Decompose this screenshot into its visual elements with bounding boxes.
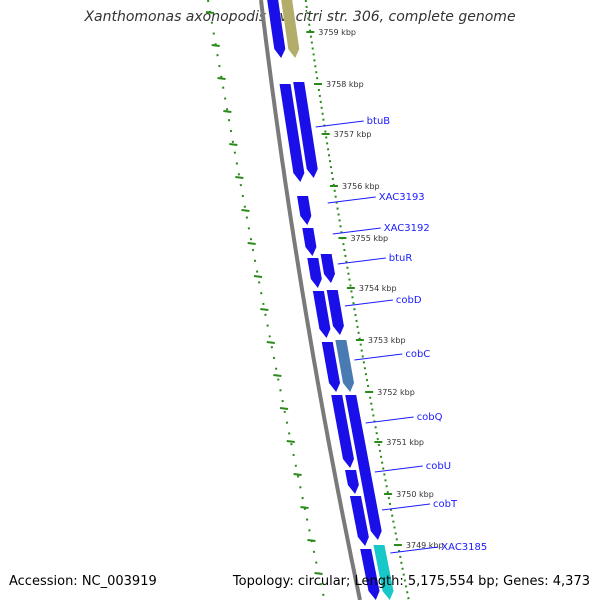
gene-label[interactable]: XAC3193 (379, 192, 425, 203)
gene-arrow (345, 470, 359, 494)
gene-arrow (297, 196, 312, 225)
gene-label-leader (332, 227, 381, 235)
gene-label[interactable]: cobD (396, 295, 422, 306)
gc-skew-tick (253, 275, 263, 278)
gc-skew-tick (300, 506, 309, 509)
gene-arrow (331, 395, 354, 468)
gene-label[interactable]: cobC (405, 349, 430, 360)
gc-skew-tick (241, 209, 250, 212)
gc-skew-tick (273, 374, 282, 377)
gc-skew-tick (266, 341, 275, 344)
kbp-tick-label: 3759 kbp (318, 28, 356, 37)
gene-arrow (281, 0, 300, 58)
gene-label-leader (315, 120, 364, 128)
gene-arrow (293, 82, 318, 178)
backbone-track (259, 0, 362, 600)
gene-arrow (320, 254, 335, 283)
kbp-tick-label: 3750 kbp (396, 490, 434, 499)
gene-label-track: btuB XAC3193 XAC3192 btuR cobD cobC cobQ cobU co… (315, 116, 487, 554)
kbp-tick-label: 3753 kbp (368, 336, 406, 345)
gene-label[interactable]: cobQ (417, 412, 443, 423)
kbp-tick-label: 3758 kbp (326, 80, 364, 89)
map-title: Xanthomonas axonopodis pv. citri str. 30… (84, 9, 516, 25)
gc-skew-tick (205, 11, 215, 14)
gc-skew-dotted-track (205, 0, 326, 600)
genome-summary-text: Topology: circular; Length: 5,175,554 bp… (232, 574, 590, 589)
gene-arrow (349, 496, 369, 546)
gene-label-leader (381, 503, 431, 511)
gene-arrow (321, 342, 341, 392)
kbp-tick-label: 3757 kbp (334, 130, 372, 139)
kbp-tick-label: 3756 kbp (342, 182, 380, 191)
gene-arrow (360, 549, 380, 600)
gene-label-leader (337, 257, 386, 265)
gene-arrow (267, 0, 286, 58)
gene-label[interactable]: XAC3185 (441, 542, 487, 553)
kbp-tick-label: 3754 kbp (359, 284, 397, 293)
gc-skew-tick (235, 176, 244, 179)
gc-skew-tick (217, 77, 226, 80)
gene-arrow (312, 291, 331, 338)
backbone-line (259, 0, 362, 600)
gene-arrow (345, 395, 382, 540)
gene-label[interactable]: cobT (433, 499, 458, 510)
gene-label[interactable]: XAC3192 (384, 223, 430, 234)
gene-arrow (373, 545, 394, 600)
gc-skew-tick (247, 242, 256, 245)
gene-arrow (335, 340, 355, 392)
gc-skew-tick (314, 572, 323, 575)
gene-label-leader (365, 416, 414, 424)
gene-label[interactable]: btuB (367, 116, 391, 127)
gc-skew-tick (211, 44, 220, 47)
gc-skew-tick (229, 143, 238, 146)
gc-skew-tick (279, 407, 289, 410)
gc-skew-tick (307, 539, 316, 542)
kbp-tick-label: 3755 kbp (350, 234, 388, 243)
gc-skew-tick (223, 110, 232, 113)
kbp-tick-label: 3751 kbp (386, 438, 424, 447)
kbp-tick-label: 3749 kbp (406, 541, 444, 550)
kbp-tick-track: 3759 kbp 3758 kbp 3757 kbp 3756 kbp 3755 kbp… (304, 0, 444, 600)
gene-label-leader (354, 353, 403, 361)
gene-label[interactable]: cobU (426, 461, 451, 472)
gene-arrow (279, 84, 305, 182)
gene-label-leader (374, 465, 423, 473)
gc-skew-tick (293, 473, 302, 476)
gene-feature-track (267, 0, 394, 600)
gene-label-leader (344, 299, 393, 307)
kbp-tick-label: 3752 kbp (377, 388, 415, 397)
accession-text: Accession: NC_003919 (9, 574, 157, 589)
gene-arrow (307, 258, 322, 288)
gc-skew-tick (286, 440, 295, 443)
gene-arrow (302, 228, 317, 256)
gene-arrow (326, 290, 344, 335)
gc-skew-tick (260, 308, 269, 311)
gene-label-leader (390, 546, 439, 554)
gc-skew-dotted-line (207, 0, 326, 600)
gene-label[interactable]: btuR (389, 253, 413, 264)
gene-label-leader (327, 196, 376, 204)
